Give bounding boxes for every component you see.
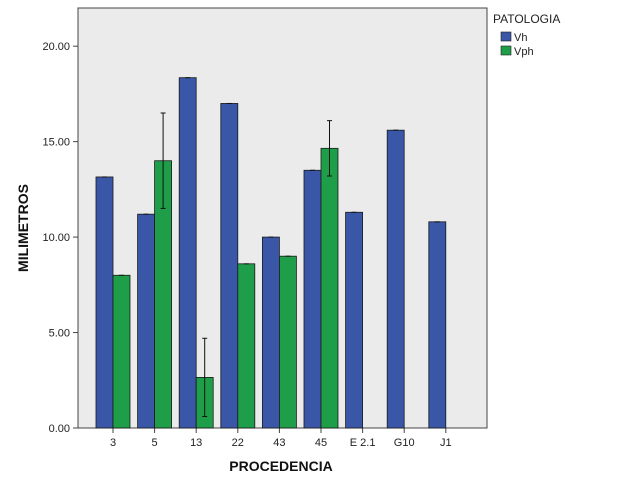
x-tick-label: 22 — [232, 437, 244, 449]
bar-vph-45 — [320, 147, 339, 429]
y-tick-label: 10.00 — [42, 232, 70, 244]
bar-vh-22 — [220, 103, 239, 429]
y-tick-label: 5.00 — [49, 328, 70, 340]
legend-label-vph: Vph — [514, 46, 534, 58]
x-axis-title: PROCEDENCIA — [229, 458, 332, 474]
y-axis-title: MILIMETROS — [15, 184, 31, 272]
error-bars — [102, 77, 440, 418]
x-tick-label: 5 — [152, 437, 158, 449]
legend-title: PATOLOGIA — [493, 12, 560, 26]
x-tick-label: 45 — [315, 437, 327, 449]
y-tick-label: 15.00 — [42, 137, 70, 149]
legend-swatch-vph — [500, 45, 512, 56]
x-tick-label: 13 — [190, 437, 202, 449]
x-tick-label: G10 — [394, 437, 415, 449]
bar-vh-j1 — [428, 221, 447, 429]
bar-vh-43 — [261, 236, 280, 429]
bar-vph-43 — [278, 255, 297, 429]
bar-vh-e-2.1 — [345, 211, 364, 429]
bar-vh-45 — [303, 169, 322, 429]
bar-vph-3 — [112, 274, 131, 429]
y-tick-label: 0.00 — [49, 423, 70, 435]
bar-vh-g10 — [386, 129, 405, 429]
y-tick-label: 20.00 — [42, 41, 70, 53]
x-tick-label: 3 — [110, 437, 116, 449]
bar-vh-13 — [178, 77, 197, 429]
bar-vh-5 — [137, 213, 156, 429]
x-tick-label: E 2.1 — [350, 437, 376, 449]
legend-swatch-vh — [500, 31, 512, 42]
legend: PATOLOGIA Vh Vph — [493, 12, 560, 58]
x-tick-label: J1 — [440, 437, 452, 449]
legend-label-vh: Vh — [514, 32, 527, 44]
bar-vh-3 — [95, 176, 114, 429]
bar-vph-22 — [237, 263, 256, 429]
y-axis: 0.00 5.00 10.00 15.00 20.00 — [42, 41, 78, 435]
x-tick-label: 43 — [273, 437, 285, 449]
x-axis: 3 5 13 22 43 45 E 2.1 G10 J1 — [110, 428, 452, 449]
